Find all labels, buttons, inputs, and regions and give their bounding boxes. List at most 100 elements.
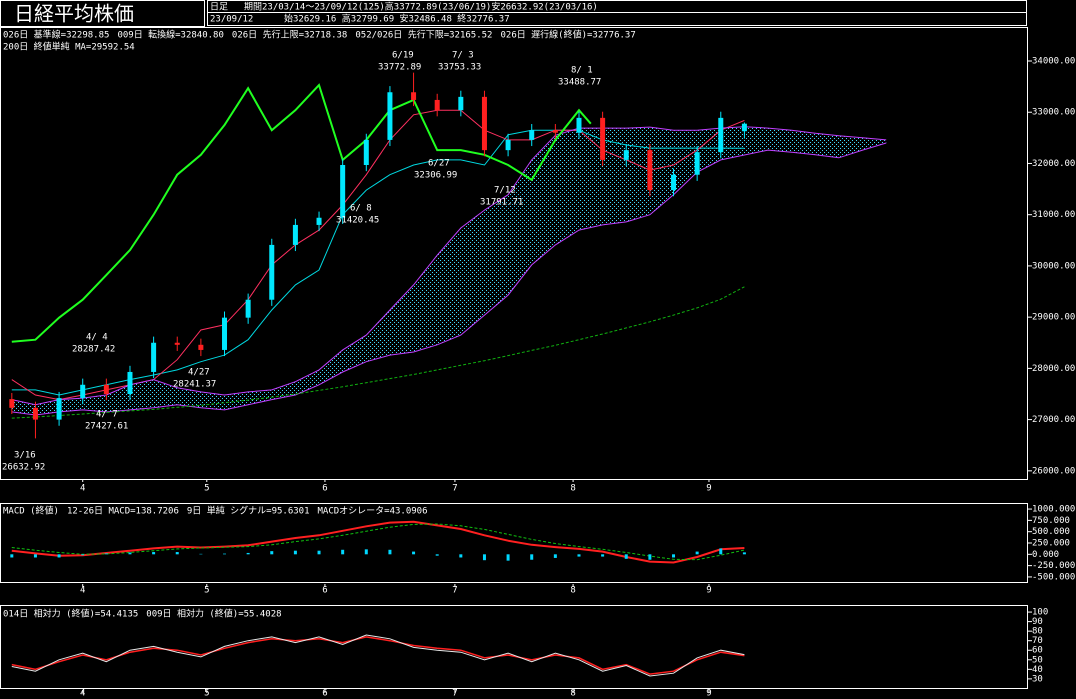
series-line — [11, 142, 887, 416]
annotation-date: 6/ 8 — [350, 204, 372, 214]
y-tick-label: 34000.00 — [1032, 57, 1075, 67]
oscillator-bar — [719, 548, 723, 555]
legend-entry: 12-26日 MACD=138.7206 — [67, 506, 179, 517]
price-plot — [9, 72, 887, 439]
legend-entry: MACDオシレータ=43.0906 — [318, 506, 428, 517]
candle-body — [576, 117, 582, 133]
y-tick-label: 0.000 — [1032, 550, 1059, 560]
macd-panel — [0, 503, 1028, 583]
x-tick-label: 6 — [322, 484, 327, 494]
annotation-date: 8/ 1 — [571, 66, 593, 76]
candle-body — [56, 398, 62, 420]
candle-body — [434, 99, 440, 111]
series-line — [11, 126, 887, 406]
candle-body — [647, 150, 653, 191]
series-line — [11, 83, 592, 343]
x-tick-label: 9 — [706, 689, 711, 699]
y-tick-label: 750.000 — [1032, 516, 1070, 526]
y-tick-label: 100 — [1032, 608, 1048, 618]
series-line — [11, 523, 745, 561]
y-tick-label: 60 — [1032, 646, 1043, 656]
y-tick-label: -250.000 — [1032, 561, 1075, 571]
x-tick-label: 5 — [204, 586, 209, 596]
oscillator-bar — [553, 554, 557, 558]
series-line — [11, 520, 745, 564]
oscillator-bar — [388, 549, 392, 555]
x-tick-label: 8 — [570, 586, 575, 596]
x-tick-label: 5 — [204, 484, 209, 494]
y-tick-label: 27000.00 — [1032, 415, 1075, 425]
timeframe: 日足 — [210, 2, 228, 13]
rsi-panel — [0, 605, 1028, 689]
annotation-date: 4/27 — [188, 368, 210, 378]
oscillator-bar — [482, 554, 486, 561]
annotation-value: 33772.89 — [378, 63, 421, 73]
legend-entry: 009日 転換線=32840.80 — [117, 29, 223, 41]
candle-body — [411, 92, 417, 100]
oscillator-bar — [672, 554, 676, 558]
x-tick-label: 7 — [452, 689, 457, 699]
macd-plot — [10, 520, 746, 564]
oscillator-bar — [270, 551, 274, 555]
candle-body — [127, 371, 133, 394]
candle-body — [387, 92, 393, 140]
x-tick-label: 6 — [322, 689, 327, 699]
y-tick-label: 40 — [1032, 665, 1043, 675]
oscillator-bar — [364, 549, 368, 555]
legend-entry: 026日 先行上限=32718.38 — [232, 29, 347, 41]
candle-body — [529, 130, 535, 140]
legend-entry: 052/026日 先行下限=32165.52 — [355, 29, 492, 41]
x-tick-label: 7 — [452, 586, 457, 596]
oscillator-bar — [577, 554, 581, 557]
panel-title: MACD (終値) — [3, 505, 59, 517]
y-tick-label: 50 — [1032, 655, 1043, 665]
x-tick-label: 4 — [80, 586, 85, 596]
oscillator-bar — [624, 554, 628, 559]
annotation-value: 27427.61 — [85, 422, 128, 432]
annotation-value: 32306.99 — [414, 171, 457, 181]
series-line — [11, 286, 745, 419]
candle-body — [80, 384, 86, 399]
candle-body — [481, 96, 487, 151]
price-panel — [0, 27, 1028, 480]
oscillator-bar — [601, 554, 605, 557]
y-tick-label: 250.000 — [1032, 539, 1070, 549]
annotation-value: 28287.42 — [72, 345, 115, 355]
candle-body — [245, 299, 251, 318]
y-tick-label: 70 — [1032, 636, 1043, 646]
y-tick-label: 28000.00 — [1032, 364, 1075, 374]
candle-body — [458, 96, 464, 111]
annotation-date: 7/12 — [494, 186, 516, 196]
candle-body — [198, 344, 204, 350]
annotation-value: 33753.33 — [438, 63, 481, 73]
series-line — [11, 636, 745, 675]
oscillator-bar — [128, 552, 132, 555]
candle-body — [9, 399, 15, 408]
candle-body — [718, 117, 724, 153]
oscillator-bar — [695, 551, 699, 555]
candle-body — [174, 342, 180, 345]
y-tick-label: 32000.00 — [1032, 159, 1075, 169]
x-tick-label: 9 — [706, 484, 711, 494]
x-tick-label: 5 — [204, 689, 209, 699]
oscillator-bar — [10, 554, 14, 558]
oscillator-bar — [104, 553, 108, 555]
x-tick-label: 8 — [570, 689, 575, 699]
y-tick-label: 26000.00 — [1032, 466, 1075, 476]
cloud-fill — [11, 126, 887, 415]
candle-body — [671, 174, 677, 191]
oscillator-bar — [57, 554, 61, 558]
y-tick-label: 30000.00 — [1032, 261, 1075, 271]
y-tick-label: 1000.000 — [1032, 505, 1075, 515]
x-tick-label: 8 — [570, 484, 575, 494]
oscillator-bar — [742, 552, 746, 555]
annotation-date: 6/19 — [392, 51, 414, 61]
annotation-date: 6/27 — [428, 159, 450, 169]
candle-body — [363, 139, 369, 165]
candle-body — [741, 123, 747, 132]
annotation-date: 3/16 — [14, 451, 36, 461]
rsi-plot — [11, 634, 745, 677]
legend-entry: 026日 遅行線(終値)=32776.37 — [500, 29, 635, 41]
last-date: 23/09/12 — [210, 15, 253, 25]
legend-entry: 200日 終値単純 MA=29592.54 — [3, 41, 135, 53]
